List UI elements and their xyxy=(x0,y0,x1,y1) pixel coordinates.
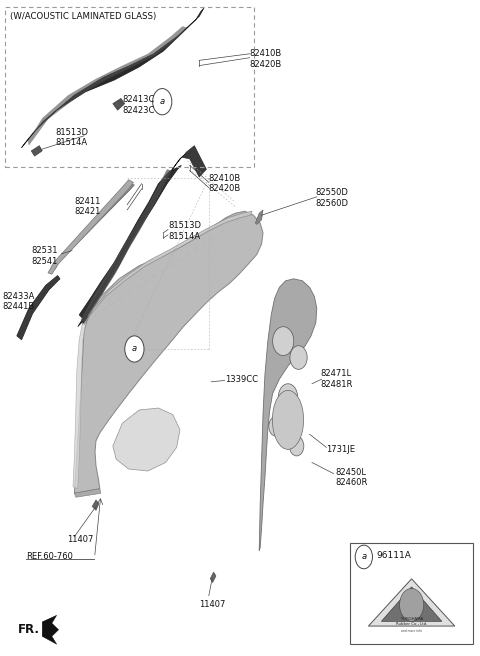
Text: (W/ACOUSTIC LAMINATED GLASS): (W/ACOUSTIC LAMINATED GLASS) xyxy=(10,12,156,21)
Text: and more info: and more info xyxy=(401,629,422,633)
Polygon shape xyxy=(74,489,101,497)
Text: 96111A: 96111A xyxy=(377,551,412,560)
Circle shape xyxy=(278,384,298,410)
Bar xyxy=(350,543,473,644)
Polygon shape xyxy=(79,165,181,325)
Polygon shape xyxy=(78,154,186,327)
Polygon shape xyxy=(259,279,317,551)
Polygon shape xyxy=(31,146,42,156)
Circle shape xyxy=(125,336,144,362)
Text: 11407: 11407 xyxy=(199,600,226,609)
Circle shape xyxy=(290,346,307,369)
Polygon shape xyxy=(84,211,252,325)
Text: 81513D
81514A: 81513D 81514A xyxy=(168,221,201,241)
Polygon shape xyxy=(92,500,99,510)
Polygon shape xyxy=(182,146,206,177)
Text: 82413C
82423C: 82413C 82423C xyxy=(122,95,155,115)
Polygon shape xyxy=(22,8,204,148)
Circle shape xyxy=(269,417,283,436)
Polygon shape xyxy=(81,169,172,323)
Polygon shape xyxy=(113,98,125,110)
Polygon shape xyxy=(17,276,60,340)
Polygon shape xyxy=(52,184,134,269)
Bar xyxy=(5,7,254,167)
Circle shape xyxy=(273,327,294,356)
Text: a: a xyxy=(132,344,137,354)
Circle shape xyxy=(399,588,423,621)
Ellipse shape xyxy=(272,390,304,449)
Polygon shape xyxy=(210,572,216,583)
Text: 1731JE: 1731JE xyxy=(326,445,355,454)
Circle shape xyxy=(153,89,172,115)
Circle shape xyxy=(289,436,304,456)
Text: 82471L
82481R: 82471L 82481R xyxy=(321,369,353,389)
Text: 11407: 11407 xyxy=(67,535,94,544)
Text: a: a xyxy=(361,552,366,562)
Polygon shape xyxy=(255,210,263,224)
Text: 82410B
82420B: 82410B 82420B xyxy=(209,174,241,194)
Text: 82531
82541: 82531 82541 xyxy=(31,246,58,266)
Text: 82411
82421: 82411 82421 xyxy=(74,197,101,216)
Polygon shape xyxy=(369,579,455,626)
Polygon shape xyxy=(52,262,55,272)
Text: 82450L
82460R: 82450L 82460R xyxy=(335,468,367,487)
Polygon shape xyxy=(113,408,180,471)
Polygon shape xyxy=(48,180,133,274)
Polygon shape xyxy=(381,587,442,621)
Polygon shape xyxy=(74,211,263,493)
Circle shape xyxy=(355,545,372,569)
Polygon shape xyxy=(42,615,59,644)
Text: 82433A
82441B: 82433A 82441B xyxy=(2,292,35,312)
Text: FR.: FR. xyxy=(18,623,40,636)
Text: 82410B
82420B: 82410B 82420B xyxy=(250,49,282,69)
Text: YOKOHAMA
Rubber Co., Ltd.: YOKOHAMA Rubber Co., Ltd. xyxy=(396,617,427,626)
Polygon shape xyxy=(73,323,85,489)
Text: 81513D
81514A: 81513D 81514A xyxy=(55,128,88,148)
Text: 82550D
82560D: 82550D 82560D xyxy=(316,188,349,208)
Text: a: a xyxy=(160,97,165,106)
Polygon shape xyxy=(28,26,187,146)
Text: REF.60-760: REF.60-760 xyxy=(26,552,73,561)
Text: 1339CC: 1339CC xyxy=(225,375,258,384)
